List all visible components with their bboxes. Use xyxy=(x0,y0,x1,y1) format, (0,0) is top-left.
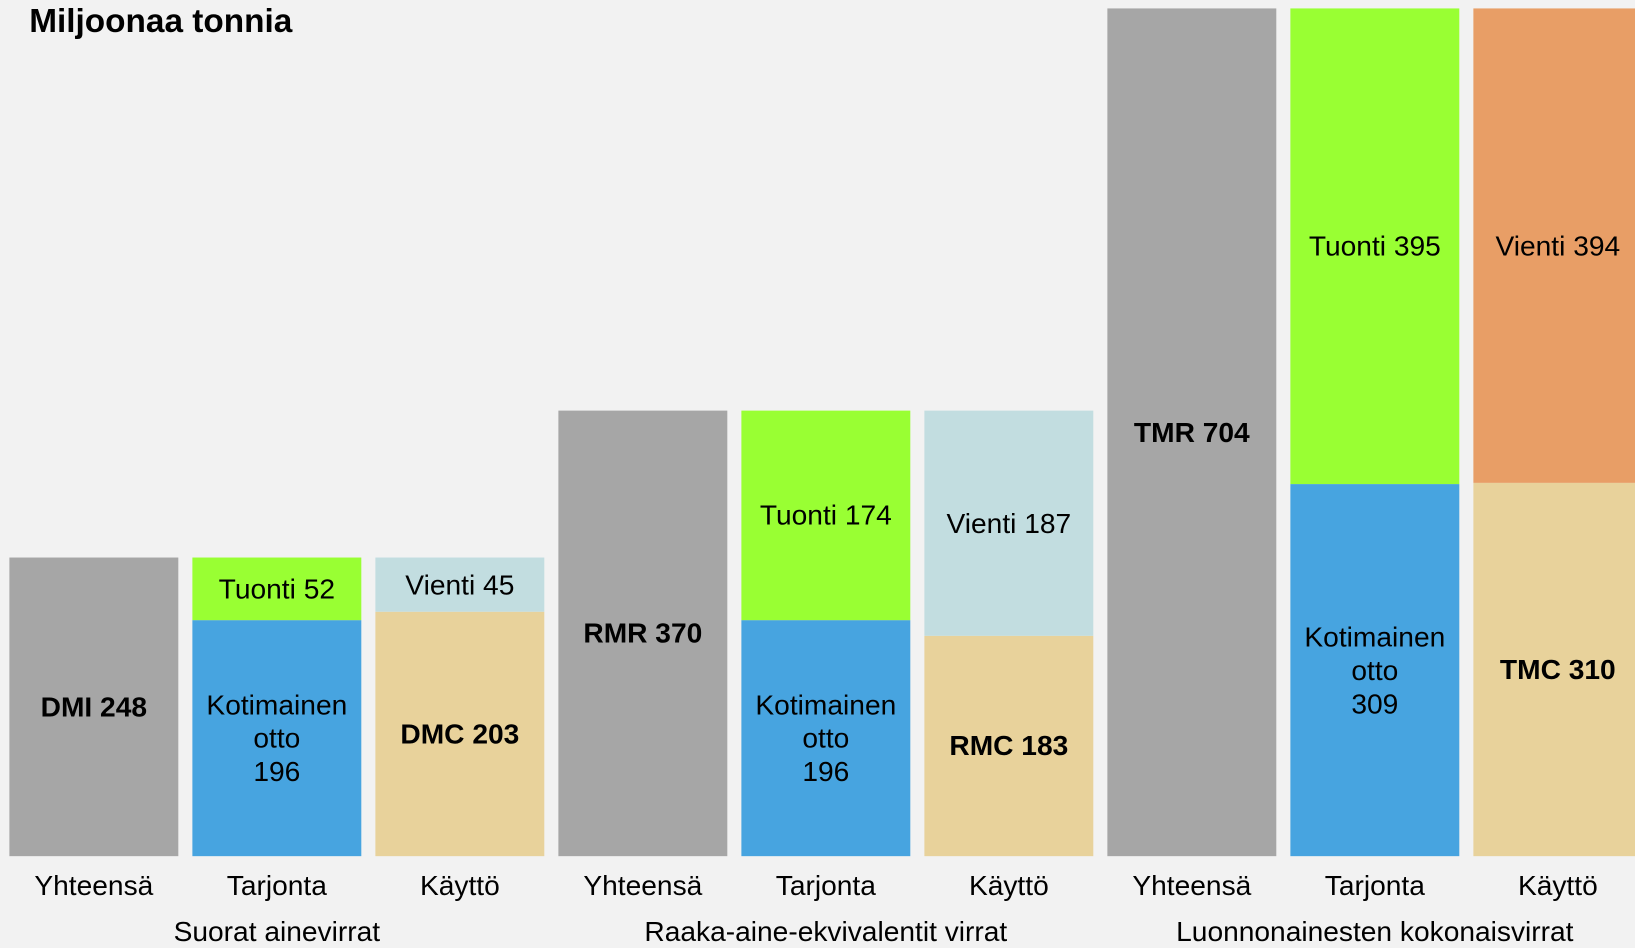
bar-segment xyxy=(1473,482,1635,857)
bar-segment xyxy=(375,557,545,612)
x-tick-label: Käyttö xyxy=(1518,870,1598,901)
x-tick-label: Yhteensä xyxy=(1132,870,1251,901)
segment-label-box: TMR 704 xyxy=(1133,416,1250,448)
value-label: TMC 310 xyxy=(1499,653,1616,686)
segment-label-box: Tuonti 174 xyxy=(759,499,892,532)
value-label: DMC 203 xyxy=(400,718,520,750)
value-label: RMC 183 xyxy=(949,730,1069,762)
x-tick-label: Käyttö xyxy=(420,870,500,901)
value-label: RMR 370 xyxy=(583,617,703,650)
bar-segment xyxy=(924,410,1094,636)
segment-label-box: Kotimainen otto 309 xyxy=(1304,621,1446,720)
segment-label-box: Vienti 187 xyxy=(946,507,1072,539)
value-label: Kotimainen otto 196 xyxy=(755,689,897,788)
bar-segment xyxy=(192,557,362,621)
x-tick-label: Yhteensä xyxy=(583,870,702,901)
bar-segment xyxy=(1107,8,1277,857)
value-label: Vienti 394 xyxy=(1495,230,1621,262)
bar-segment xyxy=(924,635,1094,857)
segment-label-box: Tuonti 395 xyxy=(1308,230,1441,262)
bar-segment xyxy=(741,410,911,621)
value-label: Vienti 187 xyxy=(946,507,1072,539)
segment-label-box: Vienti 45 xyxy=(405,568,515,601)
segment-label-box: Kotimainen otto 196 xyxy=(755,689,897,788)
chart-title: Miljoonaa tonnia xyxy=(29,3,293,40)
x-tick-label: Yhteensä xyxy=(34,870,153,901)
x-tick-label: Tarjonta xyxy=(776,870,876,901)
value-label: Kotimainen otto 196 xyxy=(206,689,348,788)
value-label: Tuonti 52 xyxy=(218,573,336,605)
segment-label-box: DMC 203 xyxy=(400,718,520,750)
bar-segment xyxy=(741,620,911,857)
x-tick-label: Tarjonta xyxy=(1325,870,1425,901)
x-tick-label: Tarjonta xyxy=(227,870,327,901)
group-label: Raaka-aine-ekvivalentit virrat xyxy=(644,916,1007,947)
value-label: Tuonti 174 xyxy=(759,499,892,532)
value-label: Tuonti 395 xyxy=(1308,230,1441,262)
segment-label-box: TMC 310 xyxy=(1499,653,1616,686)
segment-label-box: Tuonti 52 xyxy=(218,573,336,605)
bar-segment xyxy=(9,557,179,857)
value-label: DMI 248 xyxy=(40,691,148,723)
segment-label-box: DMI 248 xyxy=(40,691,148,723)
bar-segment xyxy=(558,410,728,857)
value-label: Vienti 45 xyxy=(405,568,515,601)
segment-label-box: Vienti 394 xyxy=(1495,230,1621,262)
x-tick-label: Käyttö xyxy=(969,870,1049,901)
value-label: TMR 704 xyxy=(1133,416,1250,448)
value-label: Kotimainen otto 309 xyxy=(1304,621,1446,720)
group-label: Luonnonainesten kokonaisvirrat xyxy=(1176,916,1574,947)
group-label: Suorat ainevirrat xyxy=(174,916,381,947)
bar-segment xyxy=(375,611,545,857)
bar-segment xyxy=(1290,484,1460,857)
segment-label-box: Kotimainen otto 196 xyxy=(206,689,348,788)
segment-label-box: RMC 183 xyxy=(949,730,1069,762)
bar-segment xyxy=(1473,8,1635,483)
segment-label-box: RMR 370 xyxy=(583,617,703,650)
bar-segment xyxy=(192,620,362,857)
bar-segment xyxy=(1290,8,1460,485)
